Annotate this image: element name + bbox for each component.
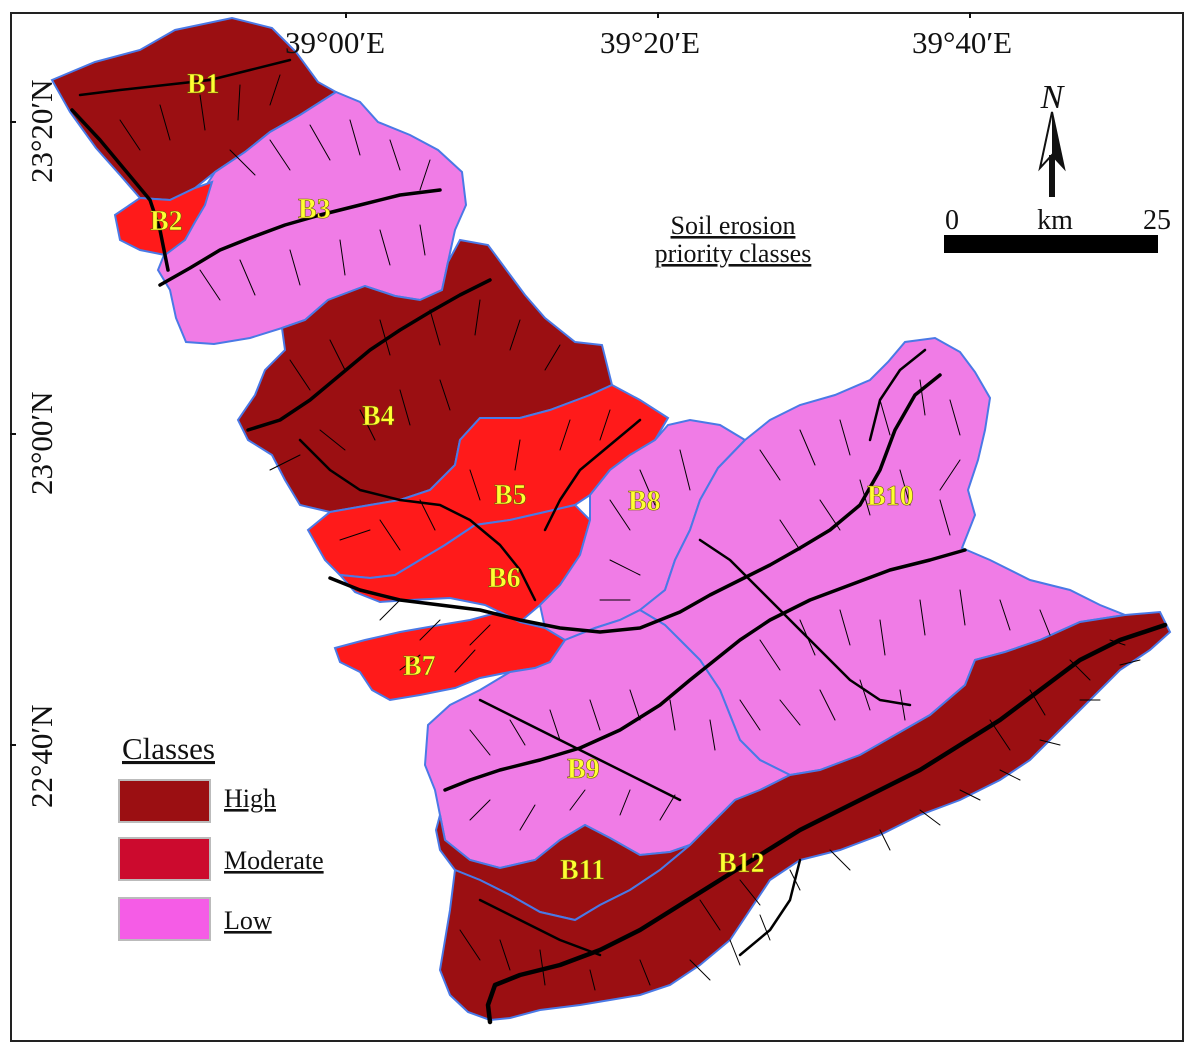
basin-label-b2: B2 (150, 206, 183, 237)
tributary-channel (698, 538, 912, 707)
legend-swatch-moderate (118, 837, 211, 881)
basin-label-b7: B7 (403, 651, 436, 682)
lat-tick-2: 23°00′N (24, 391, 59, 495)
basin-label-b8: B8 (628, 486, 661, 517)
tributary-channel (543, 418, 642, 532)
basin-b12-area (438, 610, 1172, 1022)
basin-label-b5: B5 (494, 480, 527, 511)
basin-label-b11: B11 (560, 855, 605, 886)
tributary-channel (478, 898, 602, 957)
basin-b2-area (113, 180, 214, 257)
north-arrow-icon: N (1038, 79, 1066, 197)
tributary-channel (478, 698, 682, 802)
basin-label-b9: B9 (567, 754, 600, 785)
lat-tick-1: 23°20′N (24, 79, 59, 183)
map-title: Soil erosion priority classes (655, 211, 812, 268)
scale-end-label: 25 (1143, 205, 1171, 236)
lon-tick-1: 39°00′E (285, 25, 385, 60)
lon-tick-2: 39°20′E (600, 25, 700, 60)
lon-tick-3: 39°40′E (912, 25, 1012, 60)
lat-tick-3: 22°40′N (24, 704, 59, 808)
legend-swatch-high (118, 779, 211, 823)
basin-polygons (50, 16, 1172, 1022)
legend-label-moderate: Moderate (224, 846, 324, 875)
map-title-line-1: Soil erosion (671, 211, 796, 240)
legend-label-high: High (224, 784, 276, 813)
tributary-channel (298, 438, 537, 602)
drainage-network (70, 58, 1168, 1025)
tributary-channel (246, 278, 492, 432)
basin-label-b10: B10 (867, 481, 914, 512)
north-letter: N (1040, 79, 1066, 116)
graticule-labels: 39°00′E 39°20′E 39°40′E 23°20′N 23°00′N … (10, 12, 1012, 808)
legend-label-low: Low (224, 906, 272, 935)
legend-title: Classes (122, 731, 215, 766)
tributary-channel (158, 188, 442, 287)
tributary-channel (70, 108, 170, 272)
basin-label-b6: B6 (488, 563, 521, 594)
scale-start-label: 0 (945, 205, 959, 236)
tributary-channel (328, 373, 942, 634)
map-frame (10, 12, 1184, 1042)
basin-label-b3: B3 (298, 194, 331, 225)
basin-label-b12: B12 (718, 848, 765, 879)
legend: Classes High Moderate Low (118, 731, 324, 941)
basin-labels: B1 B2 B3 B4 B5 B6 B7 B8 B9 B10 B11 B12 (150, 69, 914, 887)
tributary-channel (443, 548, 967, 792)
minor-streams (119, 74, 1141, 991)
scale-bar: 0 km 25 (944, 205, 1171, 253)
tributary-channel (868, 348, 927, 442)
tributary-channel (78, 58, 292, 97)
scale-bar-rect (944, 235, 1158, 253)
scale-unit-label: km (1037, 205, 1073, 236)
legend-swatch-low (118, 897, 211, 941)
basin-label-b4: B4 (362, 401, 395, 432)
map-title-line-2: priority classes (655, 239, 812, 268)
basin-label-b1: B1 (187, 69, 220, 100)
